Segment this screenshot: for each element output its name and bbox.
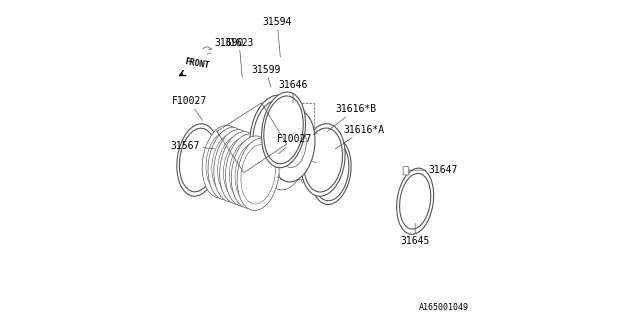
Ellipse shape	[231, 136, 273, 208]
Text: 31599: 31599	[252, 65, 281, 87]
Ellipse shape	[262, 92, 305, 168]
Ellipse shape	[208, 127, 250, 200]
Ellipse shape	[250, 95, 298, 177]
Text: 31616*B: 31616*B	[327, 104, 376, 132]
Ellipse shape	[271, 109, 315, 182]
Text: 31594: 31594	[262, 17, 292, 57]
Text: 31646: 31646	[278, 80, 308, 103]
Ellipse shape	[301, 124, 345, 196]
Text: 31645: 31645	[401, 223, 430, 246]
Text: 31623: 31623	[225, 38, 254, 77]
Ellipse shape	[225, 134, 268, 206]
Ellipse shape	[202, 125, 244, 198]
Ellipse shape	[237, 138, 279, 211]
Ellipse shape	[177, 124, 219, 196]
Ellipse shape	[214, 130, 256, 202]
Ellipse shape	[397, 168, 434, 234]
FancyBboxPatch shape	[403, 167, 409, 175]
Text: F10027: F10027	[172, 96, 207, 120]
Text: 31567: 31567	[171, 141, 214, 151]
Ellipse shape	[311, 138, 351, 204]
Text: FRONT: FRONT	[184, 57, 210, 70]
Ellipse shape	[220, 132, 262, 204]
Text: 31647: 31647	[408, 165, 458, 175]
Text: 31616*A: 31616*A	[335, 125, 384, 149]
Text: 31690: 31690	[209, 38, 244, 50]
Text: A165001049: A165001049	[419, 303, 469, 312]
Text: F10027: F10027	[277, 134, 312, 154]
